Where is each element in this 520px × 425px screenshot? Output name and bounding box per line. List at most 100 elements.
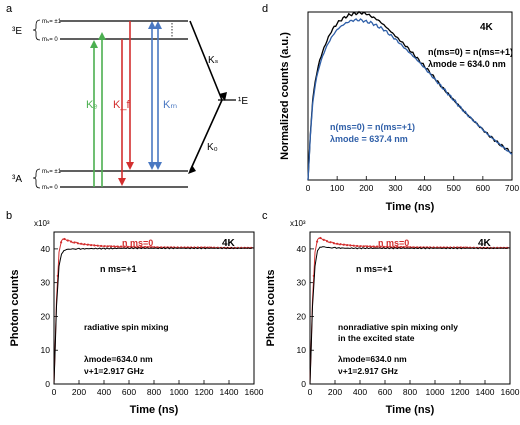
- data-point: [73, 241, 76, 244]
- data-point: [70, 240, 73, 243]
- k-s-label: Kₛ: [208, 55, 219, 66]
- data-point: [123, 245, 126, 248]
- data-point: [362, 245, 365, 248]
- data-point: [316, 240, 319, 243]
- ks-line: [189, 20, 223, 101]
- panel-c-letter: c: [262, 210, 268, 222]
- y-tick-label: 30: [297, 278, 307, 288]
- data-point: [329, 241, 332, 244]
- data-point: [349, 244, 352, 247]
- temp-b: 4K: [222, 238, 236, 249]
- exponent-b: x10³: [34, 219, 50, 228]
- ylabel-d: Normalized counts (a.u.): [279, 32, 291, 160]
- data-point: [319, 236, 322, 240]
- y-tick-label: 40: [41, 244, 51, 254]
- xlabel-d: Time (ns): [386, 201, 435, 213]
- label-3A: ³A: [12, 174, 22, 185]
- series-line-1: [309, 246, 511, 385]
- data-point: [382, 245, 385, 248]
- y-tick-label: 20: [41, 311, 51, 321]
- data-point: [120, 245, 123, 248]
- x-tick-label: 800: [147, 387, 161, 397]
- data-point: [90, 244, 93, 247]
- x-tick-label: 600: [476, 183, 490, 193]
- data-point: [126, 245, 129, 248]
- brace-3E: [32, 19, 41, 41]
- data-point: [133, 245, 136, 248]
- x-tick-label: 300: [388, 183, 402, 193]
- param-b-2: ν+1=2.917 GHz: [84, 366, 144, 376]
- legend-b-black: n ms=+1: [100, 264, 137, 274]
- brace-3A: [32, 168, 41, 189]
- series-line-1: [307, 18, 513, 181]
- series-b: [53, 237, 255, 385]
- k0-line: [189, 99, 223, 172]
- x-tick-label: 400: [353, 387, 367, 397]
- panel-a-letter: a: [6, 3, 13, 15]
- x-tick-label: 200: [328, 387, 342, 397]
- sub-3E-0: mₛ= 0: [42, 37, 58, 43]
- annotation-c-1: nonradiative spin mixing only: [338, 322, 458, 332]
- x-tick-label: 200: [359, 183, 373, 193]
- k-e-arrow: [90, 32, 106, 187]
- data-point: [342, 243, 345, 246]
- y-tick-label: 10: [297, 345, 307, 355]
- panel-d: d 0 100 200 300 400 500 600 700 Time (ns) Norma…: [262, 3, 519, 213]
- k0-arrowhead: [188, 165, 196, 174]
- ylabel-c: Photon counts: [265, 270, 277, 347]
- data-point: [60, 241, 63, 244]
- data-point: [103, 245, 106, 248]
- data-point: [336, 242, 339, 245]
- x-tick-label: 1000: [426, 387, 445, 397]
- data-point: [366, 245, 369, 248]
- x-tick-label: 1400: [220, 387, 239, 397]
- x-tick-label: 1200: [451, 387, 470, 397]
- x-tick-label: 200: [72, 387, 86, 397]
- data-point: [96, 244, 99, 247]
- plot-frame-d: [307, 11, 513, 181]
- data-point: [116, 245, 119, 248]
- legend-d-black-2: λmode = 634.0 nm: [428, 59, 506, 69]
- annotation-b: radiative spin mixing: [84, 322, 169, 332]
- ks-arrowhead: [219, 92, 227, 101]
- legend-d-blue-1: n(ms=0) = n(ms=+1): [330, 122, 415, 132]
- panel-a: a ³E ³A mₛ= ±1 mₛ= 0 mₛ= ±1 mₛ= 0 Kₑ: [6, 3, 248, 191]
- ticks-b: 0 200 400 600 800 1000 1200 1400 1600 0 10 20 30 40: [41, 244, 264, 397]
- legend-c-red: n ms=0: [378, 238, 409, 248]
- xlabel-b: Time (ns): [130, 404, 179, 416]
- y-tick-label: 30: [41, 278, 51, 288]
- panel-c: c x10³ 0 200 400 600 800 1000 1200 1400 1600 0 10 2…: [262, 210, 520, 416]
- data-point: [376, 245, 379, 248]
- y-tick-label: 10: [41, 345, 51, 355]
- x-tick-label: 700: [505, 183, 519, 193]
- sub-3E-pm1: mₛ= ±1: [42, 19, 62, 25]
- data-point: [339, 243, 342, 246]
- ticks-c: 0 200 400 600 800 1000 1200 1400 1600 0 10 20 30 40: [297, 244, 520, 397]
- ylabel-b: Photon counts: [9, 270, 21, 347]
- exponent-c: x10³: [290, 219, 306, 228]
- y-tick-label: 0: [45, 379, 50, 389]
- k-f-label: K_f: [113, 99, 130, 111]
- data-point: [356, 244, 359, 248]
- data-point: [322, 238, 325, 241]
- x-tick-label: 1000: [170, 387, 189, 397]
- legend-c-black: n ms=+1: [356, 264, 393, 274]
- legend-d-blue-2: λmode = 637.4 nm: [330, 134, 408, 144]
- data-point: [76, 242, 79, 245]
- x-tick-label: 800: [403, 387, 417, 397]
- data-point: [352, 244, 355, 247]
- series-d: [307, 10, 513, 181]
- data-point: [372, 245, 375, 248]
- param-c-1: λmode=634.0 nm: [338, 354, 407, 364]
- data-point: [396, 245, 399, 249]
- series-line-0: [307, 10, 513, 181]
- x-tick-label: 500: [447, 183, 461, 193]
- sub-3A-pm1: mₛ= ±1: [42, 169, 62, 175]
- data-point: [369, 245, 372, 248]
- x-tick-label: 400: [97, 387, 111, 397]
- x-tick-label: 1400: [476, 387, 495, 397]
- series-line-1: [53, 246, 255, 385]
- param-b-1: λmode=634.0 nm: [84, 354, 153, 364]
- annotation-c-2: in the excited state: [338, 333, 415, 343]
